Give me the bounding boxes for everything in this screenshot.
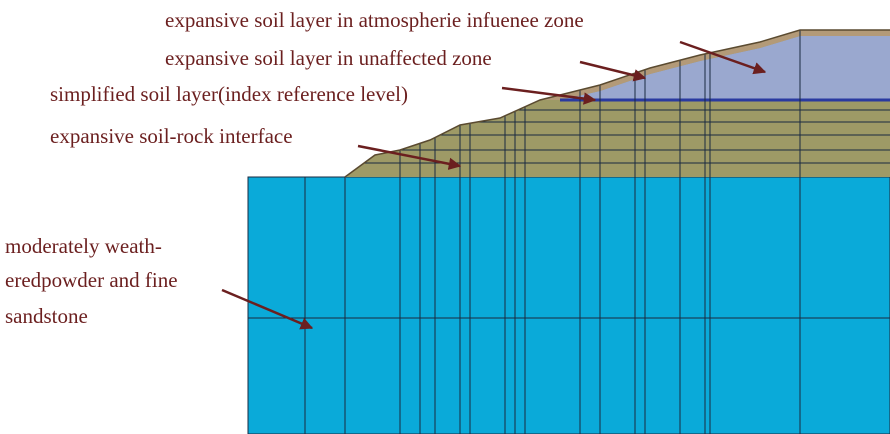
diagram: expansive soil layer in atmospherie infu… (0, 0, 890, 434)
label: moderately weath- (5, 234, 162, 258)
label: expansive soil layer in atmospherie infu… (165, 8, 584, 32)
label: sandstone (5, 304, 88, 328)
arrow (580, 62, 645, 78)
rock-layer (248, 177, 890, 434)
label: expansive soil-rock interface (50, 124, 293, 148)
label: expansive soil layer in unaffected zone (165, 46, 492, 70)
label: eredpowder and fine (5, 268, 178, 292)
label: simplified soil layer(index reference le… (50, 82, 408, 106)
